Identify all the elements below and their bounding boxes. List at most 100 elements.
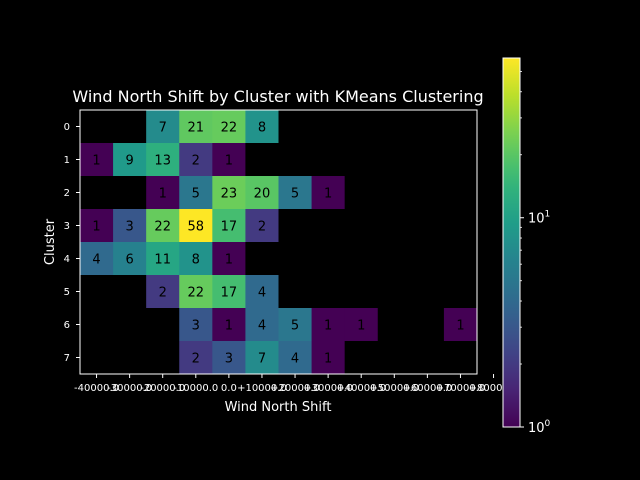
cell-value-label: 3 (125, 220, 133, 235)
heatmap-cell-empty (344, 209, 379, 243)
heatmap-cell (245, 308, 279, 342)
cell-value-label: 8 (258, 121, 266, 136)
heatmap-cell (311, 341, 346, 375)
heatmap-cell-empty (377, 143, 412, 177)
x-tick-label: +30000.0 (303, 383, 353, 394)
heatmap-cell (245, 176, 279, 210)
heatmap-cell-empty (344, 275, 379, 309)
cell-value-label: 5 (291, 319, 299, 334)
heatmap-cell-empty (80, 341, 114, 375)
heatmap-cell (179, 143, 213, 177)
y-axis-label: Cluster (43, 218, 58, 265)
heatmap-cell (245, 110, 279, 144)
x-axis-ticks: -40000.0-30000.0-20000.0-10000.0 0.0 +1000… (74, 374, 518, 394)
x-tick-label: +60000.0 (403, 383, 453, 394)
heatmap-cell (146, 176, 180, 210)
cell-value-label: 20 (254, 187, 271, 202)
heatmap-cell-empty (344, 143, 379, 177)
cell-value-label: 1 (324, 187, 332, 202)
heatmap-cell (113, 209, 147, 243)
heatmap-cell-empty (113, 110, 147, 144)
cell-value-label: 7 (159, 121, 167, 136)
heatmap-cell-empty (443, 341, 478, 375)
heatmap-cell (245, 275, 279, 309)
heatmap-cell-empty (245, 242, 279, 276)
heatmap-cell-empty (410, 209, 445, 243)
heatmap-cell (179, 110, 213, 144)
cell-value-label: 2 (159, 286, 167, 301)
heatmap-cell (179, 275, 213, 309)
heatmap-cell-empty (80, 176, 114, 210)
cell-value-label: 1 (225, 154, 233, 169)
heatmap-cell-empty (344, 176, 379, 210)
cell-value-label: 22 (188, 286, 205, 301)
heatmap-cell-empty (113, 308, 147, 342)
colorbar-tick-label: 101 (528, 210, 550, 227)
cell-value-label: 3 (192, 319, 200, 334)
heatmap-cell-empty (443, 275, 478, 309)
heatmap-cell-empty (311, 242, 346, 276)
heatmap-cell-empty (410, 110, 445, 144)
heatmap-cell-empty (278, 209, 313, 243)
heatmap-cell-empty (410, 308, 445, 342)
heatmap-cell (80, 209, 114, 243)
y-tick-label: 5 (64, 287, 70, 298)
cell-value-label: 4 (291, 352, 299, 367)
heatmap-cell (311, 308, 346, 342)
heatmap-cell-empty (443, 176, 478, 210)
x-tick-label: +40000.0 (336, 383, 386, 394)
cell-value-label: 5 (192, 187, 200, 202)
y-tick-label: 3 (64, 221, 70, 232)
x-tick-label: +20000.0 (270, 383, 320, 394)
cell-value-label: 2 (192, 154, 200, 169)
heatmap-cell-empty (311, 209, 346, 243)
cell-value-label: 17 (221, 220, 238, 235)
heatmap-cell (146, 143, 180, 177)
cell-value-label: 58 (188, 220, 205, 235)
heatmap-cell (278, 176, 313, 210)
cell-value-label: 1 (225, 253, 233, 268)
heatmap-cell (212, 143, 246, 177)
heatmap-cell-empty (410, 242, 445, 276)
heatmap-cell-empty (113, 341, 147, 375)
heatmap-cell-empty (377, 242, 412, 276)
y-tick-label: 6 (64, 320, 70, 331)
cell-value-label: 11 (154, 253, 171, 268)
heatmap-cell (212, 341, 246, 375)
heatmap-cell-empty (311, 143, 346, 177)
heatmap-cell (179, 242, 213, 276)
heatmap-cell (80, 143, 114, 177)
cell-value-label: 21 (188, 121, 205, 136)
cell-value-label: 9 (125, 154, 133, 169)
cell-value-label: 1 (324, 319, 332, 334)
heatmap-cell-empty (146, 341, 180, 375)
cell-value-label: 1 (456, 319, 464, 334)
heatmap-cell (212, 110, 246, 144)
cell-value-label: 1 (324, 352, 332, 367)
x-tick-label: +10000.0 (237, 383, 287, 394)
cell-value-label: 17 (221, 286, 238, 301)
cell-value-label: 13 (154, 154, 171, 169)
heatmap-cell-empty (443, 110, 478, 144)
heatmap-cell-empty (113, 176, 147, 210)
heatmap-cell (179, 341, 213, 375)
heatmap-cell-empty (377, 275, 412, 309)
x-tick-label: +50000.0 (369, 383, 419, 394)
x-tick-label: 0.0 (221, 383, 237, 394)
colorbar (502, 57, 521, 428)
y-tick-label: 7 (64, 353, 70, 364)
heatmap-cell (212, 242, 246, 276)
y-axis-ticks: 0 1 2 3 4 5 6 7 (64, 122, 80, 364)
x-tick-label: +80000.0 (469, 383, 519, 394)
cell-value-label: 5 (291, 187, 299, 202)
heatmap-cell (278, 341, 313, 375)
heatmap-cell (179, 308, 213, 342)
x-tick-label: -30000.0 (107, 383, 152, 394)
heatmap-cell (245, 341, 279, 375)
heatmap-cell-empty (278, 110, 313, 144)
x-tick-label: -10000.0 (173, 383, 218, 394)
cell-value-label: 22 (154, 220, 171, 235)
cell-value-label: 8 (192, 253, 200, 268)
heatmap-cell (80, 242, 114, 276)
